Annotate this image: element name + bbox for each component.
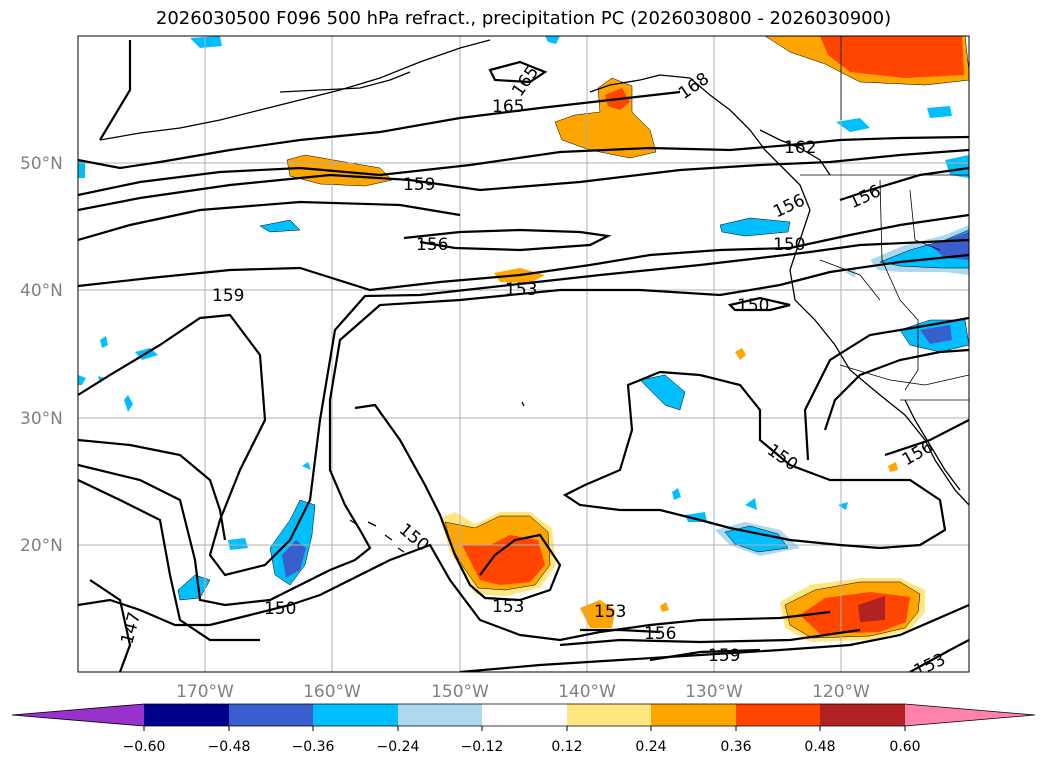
- lat-label: 30°N: [20, 409, 63, 429]
- contour-label: 153: [492, 597, 524, 617]
- lon-label: 140°W: [558, 682, 616, 702]
- contour-label: 165: [492, 97, 524, 117]
- colorbar-tick-label: −0.48: [208, 739, 251, 755]
- colorbar-tick-label: 0.60: [889, 739, 920, 755]
- colorbar-swatch: [905, 704, 1035, 726]
- map-frame: [77, 35, 970, 673]
- colorbar-swatch: [144, 704, 229, 726]
- colorbar-tick-label: 0.48: [804, 739, 835, 755]
- map-title: 2026030500 F096 500 hPa refract., precip…: [155, 8, 892, 29]
- colorbar-swatch: [482, 704, 567, 726]
- contour-label: 156: [416, 235, 448, 255]
- contour-label: 153: [594, 602, 626, 622]
- contour-label: 156: [644, 624, 676, 644]
- contour-label: 159: [708, 646, 740, 666]
- contour-label: 159: [212, 286, 244, 306]
- contour-label: 159: [403, 175, 435, 195]
- contour-label: 162: [784, 138, 816, 158]
- coastlines: [99, 39, 969, 553]
- contour-label: 150: [264, 599, 296, 619]
- lat-label: 40°N: [20, 281, 63, 301]
- lat-label: 20°N: [20, 536, 63, 556]
- longitude-labels: 170°W 160°W 150°W 140°W 130°W 120°W: [176, 682, 870, 702]
- colorbar-tick-label: 0.24: [635, 739, 666, 755]
- refractivity-contours: [78, 40, 969, 672]
- colorbar-tick-label: −0.12: [461, 739, 504, 755]
- colorbar: −0.60 −0.48 −0.36 −0.24 −0.12 0.12 0.24 …: [11, 703, 1036, 755]
- colorbar-swatch: [398, 704, 482, 726]
- colorbar-swatch: [313, 704, 398, 726]
- map-panel: 165 165 168 162 159 156 156 156 153 150 …: [78, 36, 969, 672]
- colorbar-swatch: [651, 704, 736, 726]
- colorbar-tick-label: 0.36: [720, 739, 751, 755]
- colorbar-swatch: [12, 704, 144, 726]
- contour-label: 153: [505, 280, 537, 300]
- lon-label: 130°W: [685, 682, 743, 702]
- lon-label: 120°W: [812, 682, 870, 702]
- colorbar-ticks: [143, 726, 906, 731]
- lon-label: 170°W: [176, 682, 234, 702]
- colorbar-swatch: [567, 704, 651, 726]
- contour-label: 150: [737, 296, 769, 316]
- colorbar-tick-label: 0.12: [551, 739, 582, 755]
- colorbar-swatch: [229, 704, 313, 726]
- contour-label: 150: [773, 235, 805, 255]
- lat-label: 50°N: [20, 154, 63, 174]
- lon-label: 160°W: [303, 682, 361, 702]
- colorbar-swatch: [820, 704, 905, 726]
- colorbar-tick-label: −0.36: [292, 739, 335, 755]
- lon-label: 150°W: [431, 682, 489, 702]
- latitude-labels: 50°N 40°N 30°N 20°N: [20, 154, 63, 556]
- colorbar-tick-label: −0.24: [377, 739, 420, 755]
- colorbar-swatch: [736, 704, 820, 726]
- colorbar-tick-label: −0.60: [123, 739, 166, 755]
